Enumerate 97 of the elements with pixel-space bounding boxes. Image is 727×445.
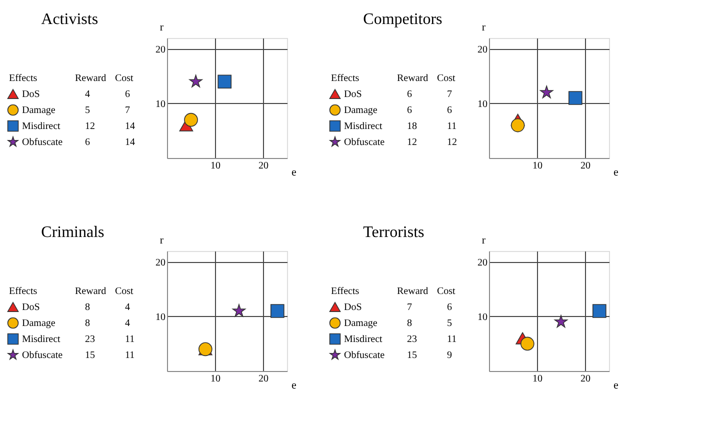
- text: 6: [407, 105, 412, 116]
- y-tick-label: 20: [156, 257, 166, 268]
- text: Reward: [397, 286, 428, 297]
- text: 11: [125, 350, 135, 361]
- text: 6: [447, 105, 452, 116]
- text: 4: [85, 89, 90, 100]
- legend-label: Damage: [22, 105, 56, 116]
- x-tick-label: 10: [210, 374, 220, 384]
- point: [554, 314, 568, 328]
- legend-label: Misdirect: [22, 121, 61, 132]
- y-axis-title: r: [482, 22, 486, 34]
- y-tick-label: 20: [478, 257, 488, 268]
- legend-label: Obfuscate: [22, 350, 64, 361]
- text: 14: [125, 121, 135, 132]
- text: 7: [125, 105, 130, 116]
- point: [568, 91, 582, 105]
- x-tick-label: 20: [580, 160, 590, 172]
- point: [540, 86, 554, 98]
- text: 11: [447, 334, 457, 345]
- x-tick-label: 10: [532, 160, 542, 172]
- text: 6: [125, 89, 130, 100]
- text: 11: [125, 334, 135, 345]
- y-tick-label: 20: [478, 44, 488, 56]
- text: 5: [447, 318, 452, 329]
- text: 8: [407, 318, 412, 329]
- chart-title: Terrorists: [363, 224, 424, 241]
- text: 6: [85, 137, 90, 148]
- text: Cost: [437, 73, 456, 84]
- text: 14: [125, 137, 135, 148]
- text: 9: [447, 350, 452, 361]
- text: 6: [447, 302, 452, 313]
- y-axis-title: r: [160, 22, 164, 34]
- y-tick-label: 10: [156, 312, 166, 323]
- legend-title: Effects: [9, 286, 38, 297]
- legend-label: DoS: [22, 89, 40, 100]
- legend-label: DoS: [22, 302, 40, 313]
- text: Cost: [115, 286, 134, 297]
- chart-title: Activists: [41, 11, 98, 28]
- x-tick-label: 20: [258, 160, 268, 172]
- text: 15: [407, 350, 417, 361]
- text: 15: [85, 350, 95, 361]
- legend-title: Effects: [331, 73, 360, 84]
- text: 7: [447, 89, 452, 100]
- text: 7: [407, 302, 412, 313]
- text: 4: [125, 318, 130, 329]
- text: 23: [407, 334, 417, 345]
- x-tick-label: 10: [532, 374, 542, 384]
- text: 12: [85, 121, 95, 132]
- point: [218, 74, 232, 89]
- x-tick-label: 20: [580, 374, 590, 384]
- y-axis-title: r: [482, 234, 486, 246]
- text: 6: [407, 89, 412, 100]
- text: 23: [85, 334, 95, 345]
- text: 12: [407, 137, 417, 148]
- text: Reward: [75, 286, 106, 297]
- legend-title: Effects: [331, 286, 360, 297]
- legend-label: Damage: [22, 318, 56, 329]
- legend-label: DoS: [344, 89, 362, 100]
- y-tick-label: 10: [478, 98, 488, 110]
- x-axis-title: e: [292, 166, 296, 178]
- legend-label: Obfuscate: [344, 137, 386, 148]
- y-tick-label: 20: [156, 44, 166, 56]
- y-axis-title: r: [160, 234, 164, 246]
- x-tick-label: 20: [258, 374, 268, 384]
- y-tick-label: 10: [156, 98, 166, 110]
- text: 8: [85, 318, 90, 329]
- text: 11: [447, 121, 457, 132]
- text: 12: [447, 137, 457, 148]
- text: 5: [85, 105, 90, 116]
- text: 8: [85, 302, 90, 313]
- legend-label: Misdirect: [344, 121, 383, 132]
- text: Cost: [115, 73, 134, 84]
- legend-title: Effects: [9, 73, 38, 84]
- point: [520, 336, 534, 351]
- point: [189, 74, 202, 88]
- legend-label: Damage: [344, 318, 378, 329]
- point: [184, 112, 198, 127]
- text: 4: [125, 302, 130, 313]
- x-axis-title: e: [614, 380, 618, 392]
- chart-title: Competitors: [363, 11, 442, 28]
- text: Reward: [397, 73, 428, 84]
- point: [510, 118, 525, 132]
- text: Reward: [75, 73, 106, 84]
- legend-label: Obfuscate: [344, 350, 386, 361]
- text: Cost: [437, 286, 456, 297]
- legend-label: Damage: [344, 105, 378, 116]
- x-axis-title: e: [292, 380, 296, 392]
- legend-label: Obfuscate: [22, 137, 64, 148]
- chart-title: Criminals: [41, 224, 104, 241]
- legend-label: Misdirect: [344, 334, 383, 345]
- y-tick-label: 10: [478, 312, 488, 323]
- x-axis-title: e: [614, 166, 618, 178]
- legend-label: Misdirect: [22, 334, 61, 345]
- point: [592, 304, 606, 318]
- x-tick-label: 10: [210, 160, 220, 172]
- legend-label: DoS: [344, 302, 362, 313]
- text: 18: [407, 121, 417, 132]
